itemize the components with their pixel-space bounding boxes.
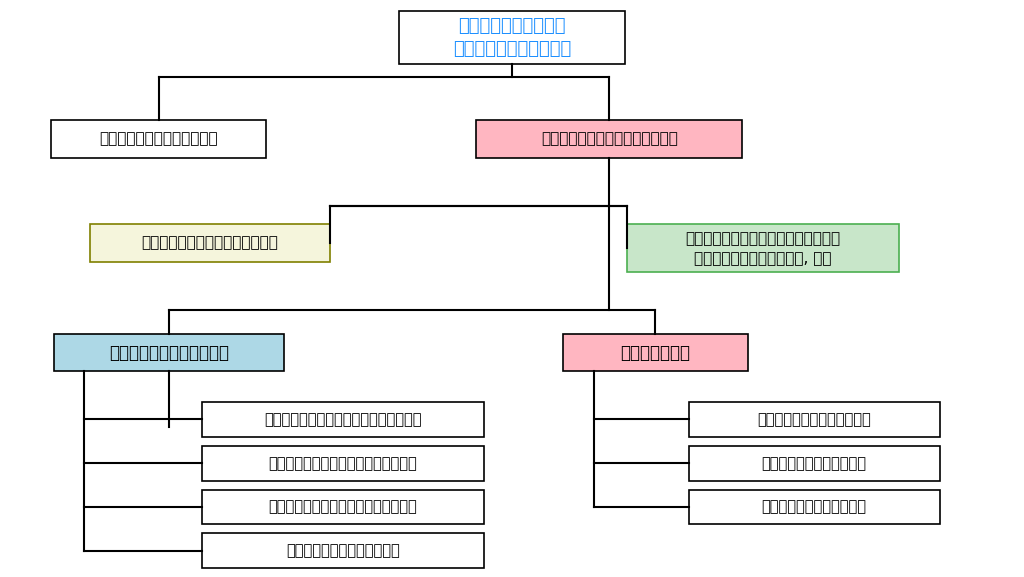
Text: 機械状態監視資格認証事業委員会: 機械状態監視資格認証事業委員会 bbox=[541, 132, 678, 147]
FancyBboxPatch shape bbox=[399, 11, 625, 64]
Text: 状態監視振動診断技術者コミュニティ
主査：渡部　幹事：比土平, 沼尻: 状態監視振動診断技術者コミュニティ 主査：渡部 幹事：比土平, 沼尻 bbox=[685, 231, 841, 266]
Text: トライボロジー訓練機関認定小委員会: トライボロジー訓練機関認定小委員会 bbox=[268, 456, 418, 471]
FancyBboxPatch shape bbox=[689, 490, 940, 524]
FancyBboxPatch shape bbox=[689, 402, 940, 437]
FancyBboxPatch shape bbox=[90, 224, 330, 262]
Text: トライボロジー試験システム小委員会: トライボロジー試験システム小委員会 bbox=[268, 500, 418, 515]
Text: （一社）日本機械学会
イノベーションセンター: （一社）日本機械学会 イノベーションセンター bbox=[453, 17, 571, 58]
Text: 認証制度品質管理システム委員会: 認証制度品質管理システム委員会 bbox=[141, 235, 279, 250]
FancyBboxPatch shape bbox=[476, 120, 742, 158]
FancyBboxPatch shape bbox=[203, 446, 484, 481]
Text: 振動試験システム小委員会: 振動試験システム小委員会 bbox=[762, 500, 866, 515]
FancyBboxPatch shape bbox=[51, 120, 266, 158]
FancyBboxPatch shape bbox=[203, 490, 484, 524]
Text: 振動訓練機関認定小委員会: 振動訓練機関認定小委員会 bbox=[762, 456, 866, 471]
FancyBboxPatch shape bbox=[54, 334, 285, 372]
FancyBboxPatch shape bbox=[203, 402, 484, 437]
FancyBboxPatch shape bbox=[563, 334, 748, 372]
FancyBboxPatch shape bbox=[689, 446, 940, 481]
Text: 振動技術者資格認証小委員会: 振動技術者資格認証小委員会 bbox=[757, 412, 871, 427]
Text: トライボロジー技術委員会: トライボロジー技術委員会 bbox=[109, 344, 229, 362]
FancyBboxPatch shape bbox=[627, 224, 899, 272]
Text: 振動技術委員会: 振動技術委員会 bbox=[621, 344, 690, 362]
Text: トライボロジー広報小委員会: トライボロジー広報小委員会 bbox=[286, 544, 400, 559]
Text: 計算力学資格認定事業委員会: 計算力学資格認定事業委員会 bbox=[99, 132, 218, 147]
Text: トライボロジー技術者資格認証小委員会: トライボロジー技術者資格認証小委員会 bbox=[264, 412, 422, 427]
FancyBboxPatch shape bbox=[203, 534, 484, 568]
